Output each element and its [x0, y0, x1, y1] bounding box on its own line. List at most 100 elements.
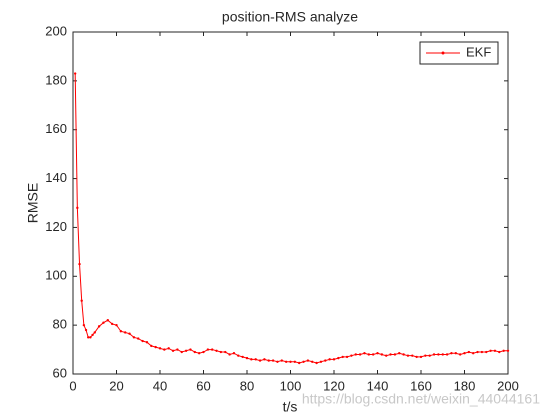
marker: [171, 349, 175, 352]
marker: [380, 353, 384, 356]
marker: [345, 355, 349, 359]
legend-marker: [441, 51, 445, 55]
marker: [389, 353, 392, 356]
marker: [358, 353, 362, 356]
y-axis-label: RMSE: [25, 183, 41, 223]
x-tick-label: 0: [69, 378, 76, 393]
y-tick-label: 100: [45, 268, 67, 283]
x-tick-label: 60: [196, 378, 210, 393]
x-tick-label: 120: [323, 378, 345, 393]
marker: [250, 358, 253, 361]
marker: [324, 359, 327, 362]
marker: [485, 350, 488, 354]
marker: [298, 361, 301, 365]
marker: [315, 361, 318, 365]
marker: [228, 353, 231, 356]
marker: [472, 352, 475, 355]
marker: [132, 336, 136, 339]
marker: [445, 353, 449, 356]
marker: [193, 350, 196, 354]
marker: [254, 358, 257, 361]
marker: [354, 353, 357, 356]
marker: [371, 353, 375, 356]
marker: [137, 337, 140, 340]
marker: [224, 350, 227, 354]
marker: [184, 349, 188, 352]
marker: [93, 331, 96, 334]
x-axis-label: t/s: [283, 399, 298, 415]
marker: [319, 360, 323, 363]
marker: [78, 262, 81, 266]
marker: [267, 359, 270, 362]
watermark: https://blog.csdn.net/weixin_44044161: [302, 391, 540, 407]
marker: [219, 350, 223, 354]
plot-area: [72, 31, 509, 375]
y-tick-label: 120: [45, 219, 67, 234]
marker: [332, 358, 336, 361]
marker: [363, 352, 366, 355]
y-tick-label: 140: [45, 170, 67, 185]
marker: [202, 350, 205, 354]
x-tick-label: 200: [497, 378, 519, 393]
marker: [76, 206, 79, 210]
marker: [393, 353, 397, 356]
marker: [284, 360, 288, 363]
marker: [450, 352, 453, 355]
y-tick-label: 80: [53, 317, 67, 332]
marker: [424, 354, 427, 357]
marker: [84, 328, 88, 332]
marker: [128, 332, 131, 335]
marker: [480, 350, 484, 354]
marker: [263, 358, 266, 361]
marker: [119, 330, 123, 333]
y-tick-label: 60: [53, 365, 67, 380]
marker: [398, 352, 401, 355]
marker: [454, 352, 457, 355]
marker: [154, 345, 157, 349]
marker: [106, 319, 110, 322]
marker: [141, 339, 144, 343]
marker: [289, 360, 292, 363]
x-tick-label: 100: [280, 378, 302, 393]
marker: [489, 349, 492, 352]
marker: [376, 352, 379, 355]
marker: [458, 353, 462, 356]
marker: [402, 353, 405, 356]
marker: [428, 354, 431, 357]
marker: [406, 354, 410, 357]
marker: [115, 323, 118, 327]
marker: [411, 354, 414, 357]
marker: [476, 350, 479, 354]
marker: [493, 349, 497, 352]
marker: [498, 350, 501, 354]
marker: [197, 352, 201, 355]
x-tick-label: 160: [410, 378, 432, 393]
x-tick-label: 80: [240, 378, 254, 393]
marker: [176, 348, 179, 351]
x-tick-label: 20: [109, 378, 123, 393]
marker: [271, 359, 275, 362]
marker: [415, 355, 418, 359]
marker: [258, 359, 262, 362]
marker: [311, 360, 314, 363]
marker: [124, 331, 127, 334]
marker: [87, 336, 90, 339]
marker: [467, 350, 471, 354]
marker: [237, 354, 240, 357]
marker: [91, 333, 94, 337]
marker: [73, 72, 77, 75]
marker: [245, 356, 249, 360]
marker: [502, 349, 505, 352]
marker: [80, 299, 83, 302]
marker: [211, 348, 214, 351]
marker: [232, 352, 236, 355]
marker: [441, 353, 444, 356]
marker: [367, 353, 370, 356]
marker: [102, 321, 105, 324]
marker: [167, 347, 170, 350]
marker: [437, 353, 440, 356]
marker: [337, 356, 340, 360]
marker: [280, 359, 283, 362]
marker: [82, 323, 86, 327]
